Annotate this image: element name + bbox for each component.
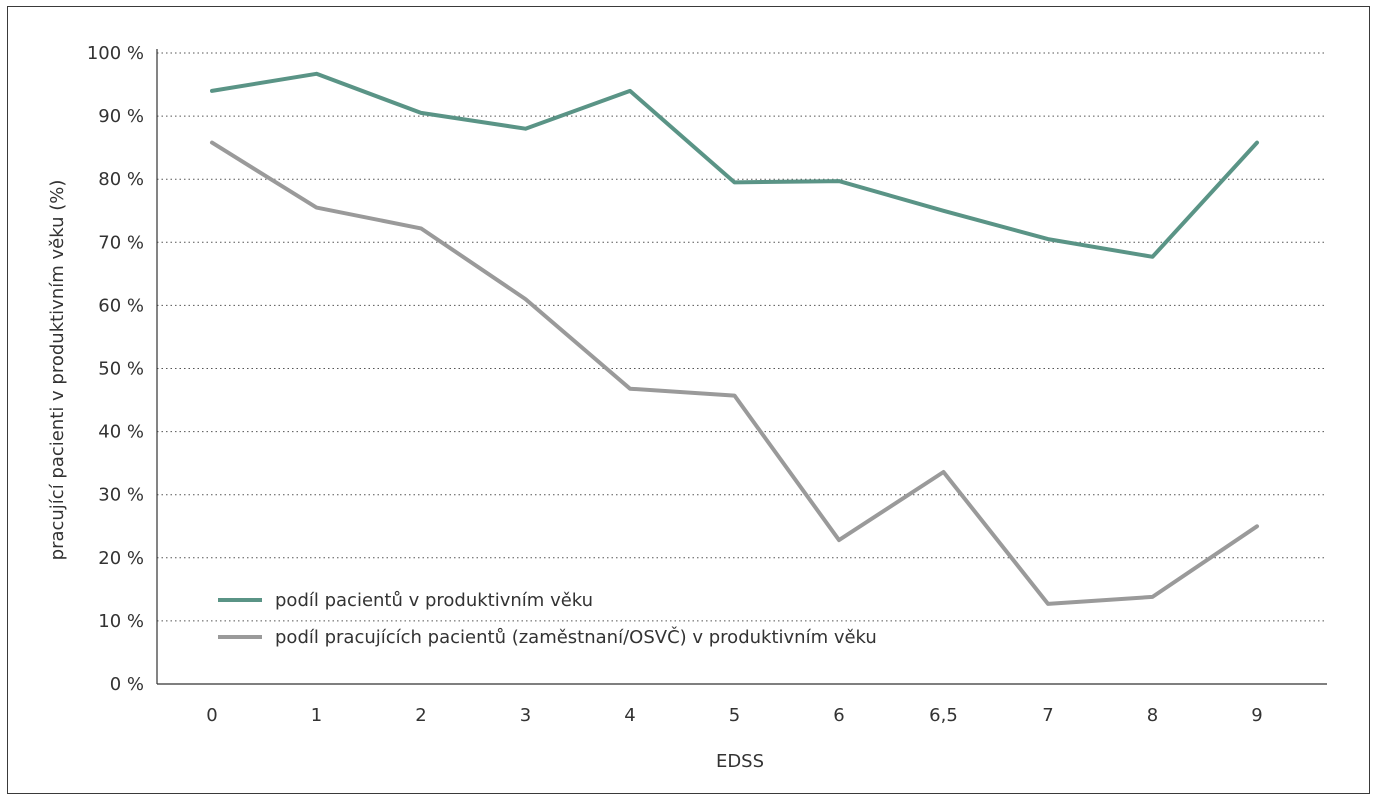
y-tick-label: 70 % [98,232,144,253]
legend-label-0: podíl pacientů v produktivním věku [275,590,593,611]
x-tick-label: 2 [415,705,426,726]
y-tick-label: 40 % [98,422,144,443]
x-axis-label: EDSS [716,751,764,772]
series-line-1 [210,140,1259,606]
x-tick-label: 7 [1042,705,1053,726]
x-tick-label: 6 [833,705,844,726]
axes [156,49,1327,685]
legend: podíl pacientů v produktivním věku podíl… [218,590,877,648]
y-tick-label: 0 % [110,674,144,695]
x-tick-label: 6,5 [929,705,958,726]
x-tick-label: 1 [311,705,322,726]
x-tick-label: 8 [1147,705,1158,726]
x-tick-label: 5 [729,705,740,726]
y-tick-label: 100 % [87,43,144,64]
y-tick-label: 90 % [98,106,144,127]
y-tick-label: 10 % [98,611,144,632]
x-tick-label: 0 [206,705,217,726]
x-tick-labels: 0 1 2 3 4 5 6 6,5 7 8 9 [206,705,1262,726]
y-tick-label: 20 % [98,548,144,569]
chart-frame [7,6,1370,794]
y-tick-label: 80 % [98,169,144,190]
y-tick-label: 30 % [98,485,144,506]
series-line-0 [210,71,1259,259]
y-tick-label: 60 % [98,295,144,316]
series-lines [210,71,1259,606]
legend-label-1: podíl pracujících pacientů (zaměstnaní/O… [275,626,877,648]
y-tick-label: 50 % [98,359,144,380]
y-axis-label: pracující pacienti v produktivním věku (… [47,180,68,561]
x-tick-label: 9 [1251,705,1262,726]
y-tick-labels: 0 % 10 % 20 % 30 % 40 % 50 % 60 % 70 % 80 % 90 % 1… [87,43,144,695]
x-tick-label: 4 [624,705,635,726]
x-tick-label: 3 [520,705,531,726]
grid-lines [157,52,1327,622]
